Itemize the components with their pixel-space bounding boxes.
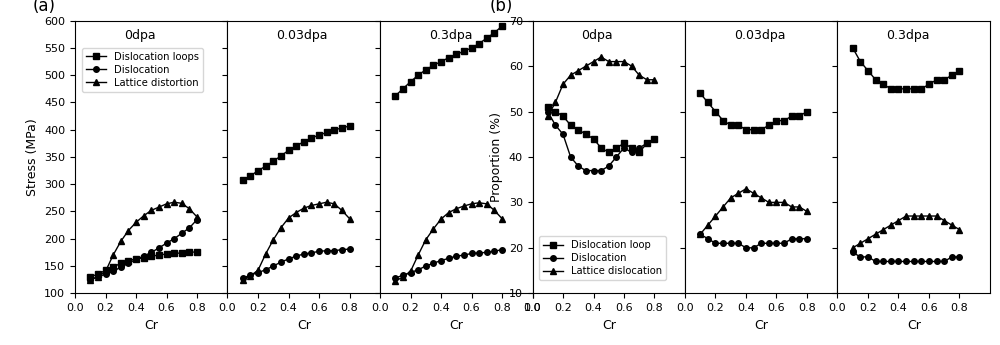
Text: 0.03dpa: 0.03dpa [734,29,785,42]
X-axis label: Cr: Cr [754,318,768,332]
Text: (a): (a) [32,0,55,15]
X-axis label: Cr: Cr [602,318,616,332]
Text: 0.3dpa: 0.3dpa [429,29,472,42]
Legend: Dislocation loop, Dislocation, Lattice dislocation: Dislocation loop, Dislocation, Lattice d… [539,236,666,280]
Legend: Dislocation loops, Dislocation, Lattice distortion: Dislocation loops, Dislocation, Lattice … [82,48,203,91]
Text: 0dpa: 0dpa [124,29,155,42]
X-axis label: Cr: Cr [297,318,311,332]
X-axis label: Cr: Cr [144,318,158,332]
Y-axis label: Proportion (%): Proportion (%) [490,112,503,202]
Text: 0.3dpa: 0.3dpa [886,29,930,42]
X-axis label: Cr: Cr [449,318,463,332]
X-axis label: Cr: Cr [907,318,921,332]
Text: 0.03dpa: 0.03dpa [276,29,328,42]
Text: (b): (b) [490,0,513,15]
Text: 0dpa: 0dpa [581,29,613,42]
Y-axis label: Stress (MPa): Stress (MPa) [26,118,39,196]
